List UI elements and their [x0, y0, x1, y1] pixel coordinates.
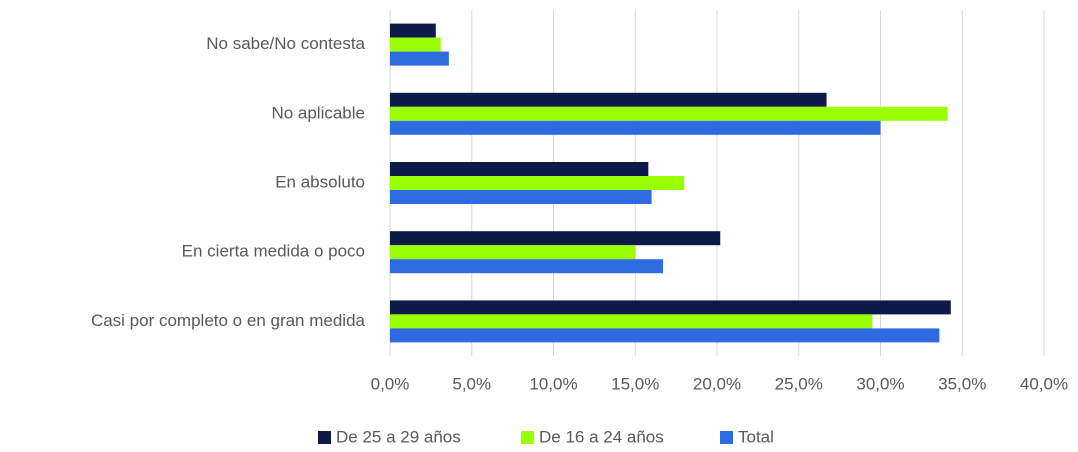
y-tick-label: En absoluto [275, 172, 365, 191]
bar [390, 176, 685, 190]
legend-swatch [318, 431, 331, 444]
bar [390, 314, 873, 329]
x-tick-label: 5,0% [452, 374, 491, 393]
x-tick-label: 10,0% [529, 374, 577, 393]
bar [390, 92, 827, 107]
bar [390, 51, 449, 66]
legend-label: Total [738, 427, 774, 446]
bar [390, 245, 636, 260]
legend-swatch [521, 431, 534, 444]
bar [390, 190, 652, 204]
y-tick-label: No aplicable [271, 103, 365, 122]
bar [390, 328, 940, 343]
legend-label: De 16 a 24 años [539, 427, 664, 446]
bar [390, 259, 664, 274]
y-tick-label: Casi por completo o en gran medida [91, 311, 366, 330]
x-tick-label: 20,0% [693, 374, 741, 393]
bar [390, 120, 881, 135]
bar [390, 231, 721, 246]
legend-label: De 25 a 29 años [336, 427, 461, 446]
x-tick-label: 25,0% [775, 374, 823, 393]
bar [390, 162, 649, 176]
y-tick-label: No sabe/No contesta [206, 34, 365, 53]
bar [390, 106, 948, 121]
x-tick-label: 40,0% [1020, 374, 1068, 393]
x-tick-label: 15,0% [611, 374, 659, 393]
bar [390, 23, 436, 38]
bar [390, 37, 441, 52]
x-tick-label: 0,0% [371, 374, 410, 393]
x-tick-label: 35,0% [938, 374, 986, 393]
legend-swatch [720, 431, 733, 444]
y-tick-label: En cierta medida o poco [182, 242, 365, 261]
x-tick-label: 30,0% [856, 374, 904, 393]
bar [390, 300, 951, 315]
